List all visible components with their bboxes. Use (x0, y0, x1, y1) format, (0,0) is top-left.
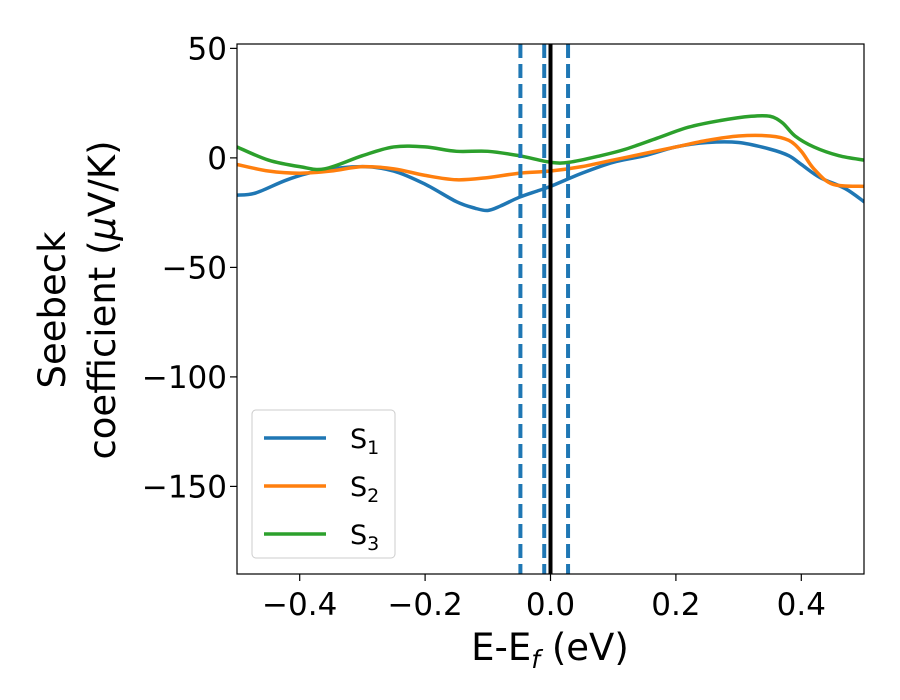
x-tick-label: 0.2 (651, 587, 700, 623)
legend-box (251, 409, 396, 559)
series-line-s2 (237, 133, 864, 189)
y-tick-label: −50 (162, 250, 227, 286)
y-axis-label-line2: coefficient (μV/K) (81, 140, 124, 459)
y-tick-label: 0 (207, 141, 227, 177)
y-axis-label-line1: Seebeck (31, 231, 74, 389)
x-axis-label: E-Ef (eV) (471, 626, 629, 674)
x-tick-label: 0.4 (777, 587, 826, 623)
legend-label-s3: S3 (350, 520, 379, 555)
x-tick-label: −0.2 (387, 587, 462, 623)
y-tick-label: −150 (142, 469, 227, 505)
x-tick-label: −0.4 (262, 587, 337, 623)
y-tick-label: −100 (142, 360, 227, 396)
x-tick-label: 0.0 (526, 587, 575, 623)
y-tick-label: 50 (188, 31, 227, 67)
series-line-s3 (237, 113, 864, 172)
